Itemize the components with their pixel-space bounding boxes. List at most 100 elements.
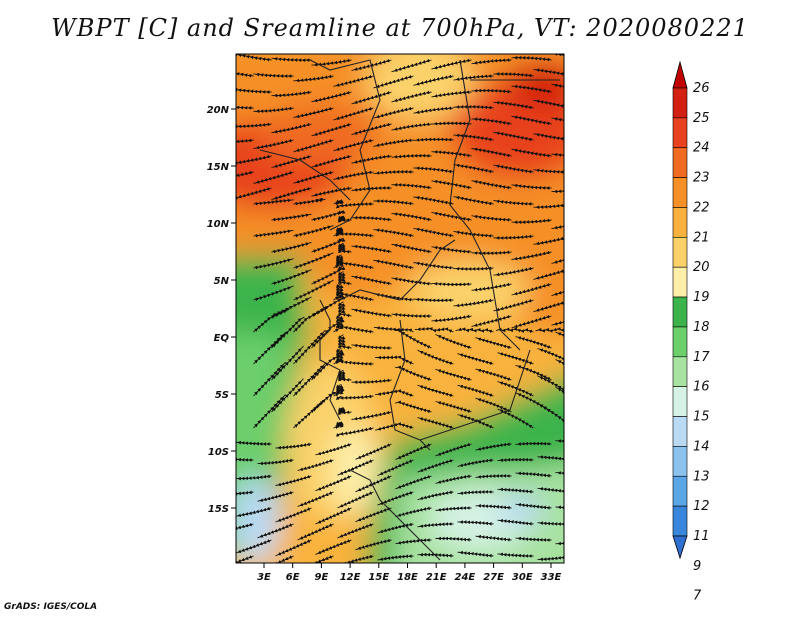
streamline <box>351 186 392 192</box>
streamline <box>475 368 512 382</box>
streamline <box>493 266 534 277</box>
streamline <box>395 506 432 518</box>
streamline <box>336 202 374 209</box>
streamline <box>271 154 312 168</box>
streamline <box>555 331 564 349</box>
streamline <box>253 198 294 206</box>
lat-tick-label: 5N <box>214 276 230 287</box>
colorbar-swatch <box>672 356 688 387</box>
streamline <box>533 168 564 174</box>
lat-tick-label: EQ <box>214 333 230 344</box>
streamline <box>253 106 294 114</box>
streamline <box>337 459 374 476</box>
streamline <box>351 215 392 222</box>
streamline <box>271 241 312 254</box>
colorbar-label: 20 <box>693 260 710 275</box>
streamline <box>355 475 392 493</box>
streamline <box>533 202 564 209</box>
lat-tick-label: 10S <box>208 447 229 458</box>
colorbar-swatch <box>672 296 688 328</box>
streamline <box>471 117 512 126</box>
streamline <box>417 458 454 473</box>
lon-tick-label: 18E <box>397 572 418 583</box>
streamline <box>377 554 414 561</box>
streamline <box>253 308 290 333</box>
lon-tick-label: 15E <box>368 572 389 583</box>
streamline <box>311 186 352 197</box>
streamline <box>259 555 294 563</box>
streamline <box>417 384 454 398</box>
streamline <box>339 554 374 563</box>
streamline <box>351 90 392 105</box>
streamline <box>511 218 552 224</box>
streamline <box>253 394 286 429</box>
streamline <box>236 555 254 563</box>
streamline <box>391 122 432 131</box>
streamline <box>293 225 334 238</box>
streamline <box>271 57 312 62</box>
streamline <box>555 386 564 412</box>
streamline <box>555 359 564 380</box>
streamline <box>551 186 564 194</box>
streamline <box>315 507 352 525</box>
streamline <box>457 414 494 429</box>
streamline <box>453 163 494 174</box>
streamlines <box>236 54 564 563</box>
streamline <box>435 334 472 350</box>
streamline <box>497 457 534 462</box>
streamline <box>475 534 512 542</box>
streamline <box>236 54 272 62</box>
streamline <box>435 536 472 542</box>
lon-tick-label: 30E <box>512 572 533 583</box>
streamline <box>395 443 432 460</box>
streamline <box>431 179 472 190</box>
streamline <box>551 152 564 158</box>
streamline <box>395 538 432 545</box>
streamline <box>293 138 334 153</box>
colorbar-swatch <box>672 446 688 477</box>
colorbar-swatch <box>672 416 688 447</box>
colorbar-label: 26 <box>693 81 710 96</box>
streamline <box>533 133 564 142</box>
streamline <box>417 417 454 430</box>
streamline <box>493 164 534 174</box>
streamline <box>297 458 334 471</box>
streamline <box>495 327 534 334</box>
streamline <box>515 441 552 446</box>
streamline <box>453 266 494 271</box>
streamline <box>551 83 564 94</box>
colorbar-label: 17 <box>693 350 710 365</box>
streamline <box>391 90 432 103</box>
streamline <box>236 490 254 497</box>
streamline <box>431 58 472 70</box>
colorbar-swatch <box>672 326 688 358</box>
streamline <box>336 426 374 437</box>
streamline <box>275 474 312 487</box>
streamline <box>551 250 564 264</box>
streamline <box>413 106 454 114</box>
map-frame <box>235 53 565 564</box>
colorbar-swatch <box>672 266 688 298</box>
streamline <box>271 269 312 286</box>
streamline <box>511 282 552 296</box>
colorbar: 26 25 24 23 22 21 20 19 18 17 16 15 14 13 12 11 9 7 <box>672 60 710 604</box>
streamline <box>515 336 552 350</box>
country-boundaries <box>259 59 560 561</box>
streamline <box>457 490 494 495</box>
streamline <box>236 122 272 129</box>
streamline <box>337 369 352 382</box>
streamline <box>236 506 272 518</box>
lon-tick-label: 21E <box>426 572 447 583</box>
streamline <box>555 471 564 478</box>
streamline <box>355 538 392 551</box>
streamline <box>311 237 346 253</box>
credit-label: GrADS: IGES/COLA <box>4 602 98 612</box>
streamline <box>336 232 374 238</box>
streamline <box>391 243 432 254</box>
streamline <box>413 261 454 270</box>
colorbar-swatch <box>672 207 688 238</box>
streamline <box>497 487 534 494</box>
streamline <box>236 103 254 110</box>
streamline <box>338 301 352 318</box>
streamline <box>475 337 512 350</box>
